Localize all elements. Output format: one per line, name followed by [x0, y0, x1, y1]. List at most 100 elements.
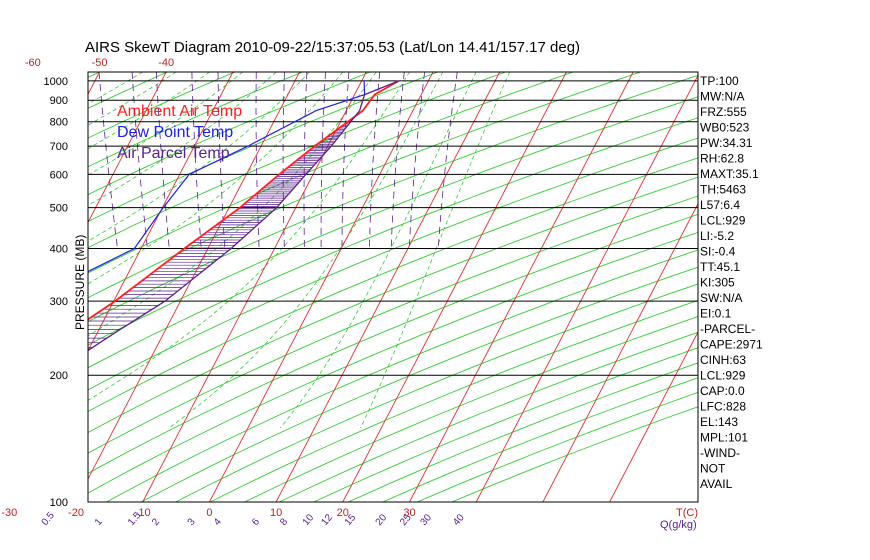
mixing-ratio-line: [98, 72, 118, 249]
index-entry: NOT: [700, 462, 726, 476]
bottom-temperature-tick-label: 20: [337, 507, 349, 519]
index-entry: EL:143: [700, 415, 738, 429]
pressure-axis: 100 200 300 400 500 600 700 800 900 1000: [44, 76, 68, 509]
legend-entry: Air Parcel Temp: [117, 145, 230, 162]
chart-title: AIRS SkewT Diagram 2010-09-22/15:37:05.5…: [85, 39, 580, 56]
dry-adiabat-line: [88, 72, 506, 249]
isotherm-line: [409, 72, 634, 502]
dry-adiabat-line: [106, 249, 698, 502]
top-temperature-tick-label: -60: [25, 57, 41, 69]
index-entry: CAPE:2971: [700, 338, 763, 352]
mixing-ratio-line: [390, 72, 405, 249]
pressure-tick-label: 500: [50, 203, 68, 215]
mixing-ratio-label: 1: [93, 516, 105, 528]
dry-adiabat-line: [88, 231, 698, 494]
index-entry: LFC:828: [700, 400, 746, 414]
index-entry: MW:N/A: [700, 90, 744, 104]
isotherms: [0, 72, 698, 502]
isotherm-line: [142, 72, 367, 502]
index-entry: EI:0.1: [700, 307, 732, 321]
dry-adiabat-line: [140, 266, 698, 502]
isotherm-line: [0, 72, 33, 502]
mixing-ratio-label: 20: [374, 512, 390, 528]
index-entry: CINH:63: [700, 353, 746, 367]
dry-adiabat-line: [88, 157, 698, 412]
dry-adiabat-line: [209, 299, 698, 502]
index-entry: -WIND-: [700, 446, 740, 460]
mixing-ratio-line: [282, 72, 285, 249]
dry-adiabat-line: [175, 283, 698, 502]
index-entry: MPL:101: [700, 431, 748, 445]
mixing-ratio-label: 12: [319, 512, 335, 528]
top-temperature-tick-label: -40: [158, 57, 174, 69]
pressure-tick-label: 900: [50, 95, 68, 107]
mixing-ratio-line: [408, 72, 425, 249]
isotherm-line: [209, 72, 434, 502]
dry-adiabats: [0, 72, 698, 502]
index-entry: KI:305: [700, 276, 735, 290]
index-entry: L57:6.4: [700, 198, 740, 212]
index-entry: LCL:929: [700, 369, 746, 383]
isotherm-line: [609, 331, 698, 502]
mixing-ratio-line: [131, 72, 148, 249]
bottom-temperature-tick-label: 0: [206, 507, 212, 519]
pressure-tick-label: 100: [50, 497, 68, 509]
index-entry: SW:N/A: [700, 291, 742, 305]
dry-adiabat-line: [88, 72, 303, 168]
index-entry: TT:45.1: [700, 260, 740, 274]
plot-area: [0, 72, 698, 502]
pressure-tick-label: 700: [50, 141, 68, 153]
pressure-tick-label: 400: [50, 244, 68, 256]
isotherm-line: [275, 72, 501, 502]
pressure-tick-label: 1000: [44, 76, 68, 88]
legend-entry: Dew Point Temp: [117, 124, 233, 141]
dry-adiabat-line: [88, 117, 698, 369]
isotherm-line: [542, 202, 698, 502]
index-entry: -PARCEL-: [700, 322, 755, 336]
mixing-ratio-label: 3: [186, 516, 198, 528]
pressure-axis-label: PRESSURE (MB): [73, 235, 87, 330]
index-entry: FRZ:555: [700, 105, 747, 119]
mixing-ratio-label: 4: [212, 516, 224, 528]
bottom-temperature-tick-label: 30: [403, 507, 415, 519]
mixing-ratio-label: 40: [451, 512, 467, 528]
dry-adiabat-line: [0, 72, 32, 502]
index-entry: LI:-5.2: [700, 229, 734, 243]
cape-hatching: [88, 116, 355, 348]
plot-frame: [87, 71, 699, 503]
dry-adiabat-line: [244, 316, 698, 502]
mixing-ratio-line: [437, 72, 458, 249]
isotherm-line: [88, 72, 167, 224]
profile-lines: [88, 80, 400, 352]
mixing-ratio-line: [303, 72, 308, 249]
index-entry: CAP:0.0: [700, 384, 745, 398]
mixing-ratio-line: [217, 72, 226, 249]
legend: Ambient Air Temp Dew Point Temp Air Parcel…: [117, 103, 242, 162]
top-temperature-axis: -120-110-100-90-80-70-60-50-40: [25, 57, 174, 69]
dry-adiabat-line: [88, 72, 371, 196]
dry-adiabat-line: [88, 176, 698, 434]
mixing-ratio-line: [191, 72, 202, 249]
mixing-ratio-label: 2: [150, 516, 162, 528]
index-entry: WB0:523: [700, 121, 750, 135]
dry-adiabat-line: [88, 213, 698, 474]
mixing-ratio-line: [320, 72, 326, 249]
index-entry: MAXT:35.1: [700, 167, 759, 181]
index-entry: SI:-0.4: [700, 245, 736, 259]
pressure-tick-label: 600: [50, 169, 68, 181]
dry-adiabat-line: [88, 72, 439, 223]
isotherm-line: [88, 72, 300, 480]
isobars: [88, 80, 698, 502]
index-entry: LCL:929: [700, 214, 746, 228]
index-entry: RH:62.8: [700, 152, 744, 166]
pressure-tick-label: 800: [50, 117, 68, 129]
dry-adiabat-line: [88, 195, 698, 454]
bottom-temperature-tick-label: -20: [68, 507, 84, 519]
legend-entry: Ambient Air Temp: [117, 103, 242, 120]
mixing-ratio-line: [369, 72, 381, 249]
mixing-ratio-lines: [98, 72, 458, 249]
mixing-ratio-label: 10: [301, 512, 317, 528]
dry-adiabat-line: [88, 137, 698, 391]
